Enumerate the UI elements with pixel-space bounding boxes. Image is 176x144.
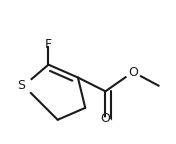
Text: O: O [128,66,138,78]
Text: S: S [17,79,26,92]
Circle shape [126,65,140,79]
Circle shape [18,78,33,93]
Circle shape [41,31,56,45]
Text: F: F [45,38,52,51]
Circle shape [98,118,113,133]
Text: O: O [100,112,110,125]
